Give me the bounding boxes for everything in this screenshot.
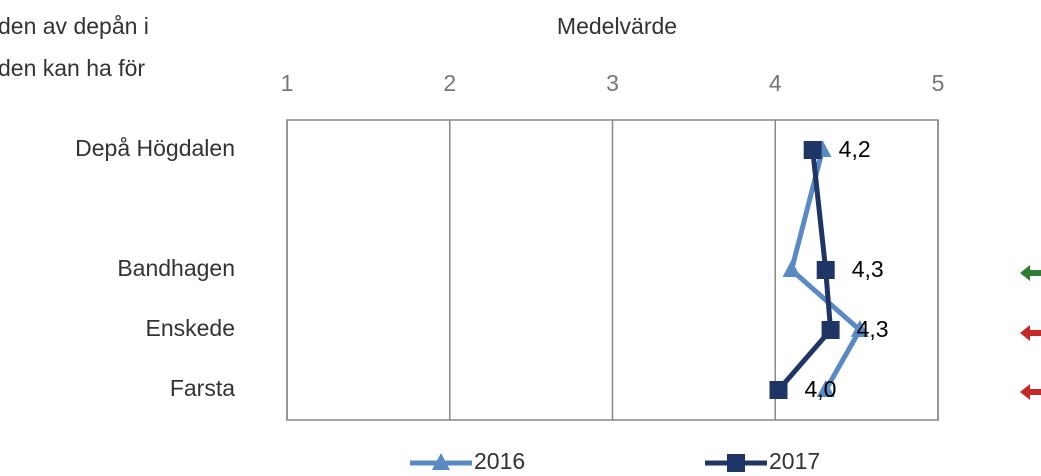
point-marker: [782, 260, 801, 277]
point-marker: [816, 261, 835, 279]
x-tick-label: 3: [606, 70, 619, 96]
note-text: den kan ha för: [0, 55, 145, 81]
legend-marker: [727, 454, 745, 472]
x-tick-label: 4: [769, 70, 782, 96]
data-label: 4,2: [839, 136, 871, 162]
point-marker: [850, 320, 869, 337]
x-tick-label: 2: [443, 70, 456, 96]
arrow-down: [1020, 384, 1041, 400]
point-marker: [816, 380, 835, 397]
note-text: den av depån i: [0, 13, 149, 39]
data-label: 4,3: [857, 316, 889, 342]
trend-arrows: [1020, 265, 1041, 400]
y-tick-label: Enskede: [145, 315, 235, 341]
arrow-down: [1020, 325, 1041, 341]
y-tick-label: Farsta: [170, 375, 235, 401]
x-tick-label: 5: [932, 70, 945, 96]
legend-label: 2017: [769, 448, 820, 474]
legend-marker: [432, 453, 450, 470]
data-label: 4,0: [805, 376, 837, 402]
axis-title: Medelvärde: [557, 13, 677, 39]
y-tick-label: Bandhagen: [117, 255, 235, 281]
legend-label: 2016: [474, 448, 525, 474]
arrow-up: [1020, 265, 1041, 281]
point-marker: [821, 321, 840, 339]
point-marker: [803, 141, 822, 159]
y-tick-label: Depå Högdalen: [75, 135, 235, 161]
point-marker: [769, 381, 788, 399]
series-line: [776, 149, 834, 392]
data-label: 4,3: [852, 256, 884, 282]
x-tick-label: 1: [281, 70, 294, 96]
